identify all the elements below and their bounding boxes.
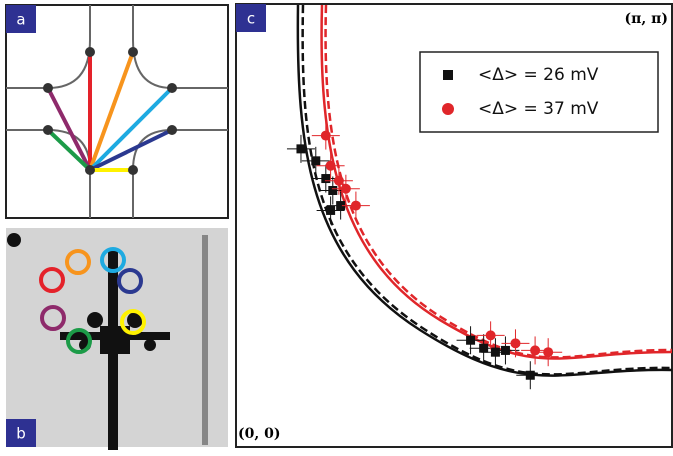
legend-marker <box>443 70 453 80</box>
panel-label: b <box>16 425 26 443</box>
point <box>326 161 336 171</box>
point <box>486 330 496 340</box>
panel-c: c (0, 0) (π, π) <box>236 4 672 447</box>
point <box>510 338 520 348</box>
point <box>479 344 488 353</box>
panel-label: c <box>247 10 255 28</box>
corner-label: (π, π) <box>625 11 669 27</box>
point <box>334 176 344 186</box>
point <box>326 206 335 215</box>
point <box>501 346 510 355</box>
point <box>351 201 361 211</box>
point <box>311 156 320 165</box>
legend-marker <box>442 103 454 115</box>
panel-a: a <box>6 5 228 218</box>
point <box>491 348 500 357</box>
legend-label: <Δ> = 26 mV <box>478 65 599 85</box>
point <box>328 186 337 195</box>
point <box>321 131 331 141</box>
point <box>321 174 330 183</box>
corner-label: (0, 0) <box>238 426 280 442</box>
panel-b: b <box>6 228 228 450</box>
point <box>296 144 305 153</box>
point <box>530 345 540 355</box>
legend-label: <Δ> = 37 mV <box>478 99 599 119</box>
point <box>543 347 553 357</box>
legend <box>420 52 658 132</box>
point <box>341 184 351 194</box>
point <box>466 336 475 345</box>
point <box>526 371 535 380</box>
figure: a b c (0, 0) (π, π) <Δ> <box>0 0 673 452</box>
panel-label: a <box>16 11 25 29</box>
